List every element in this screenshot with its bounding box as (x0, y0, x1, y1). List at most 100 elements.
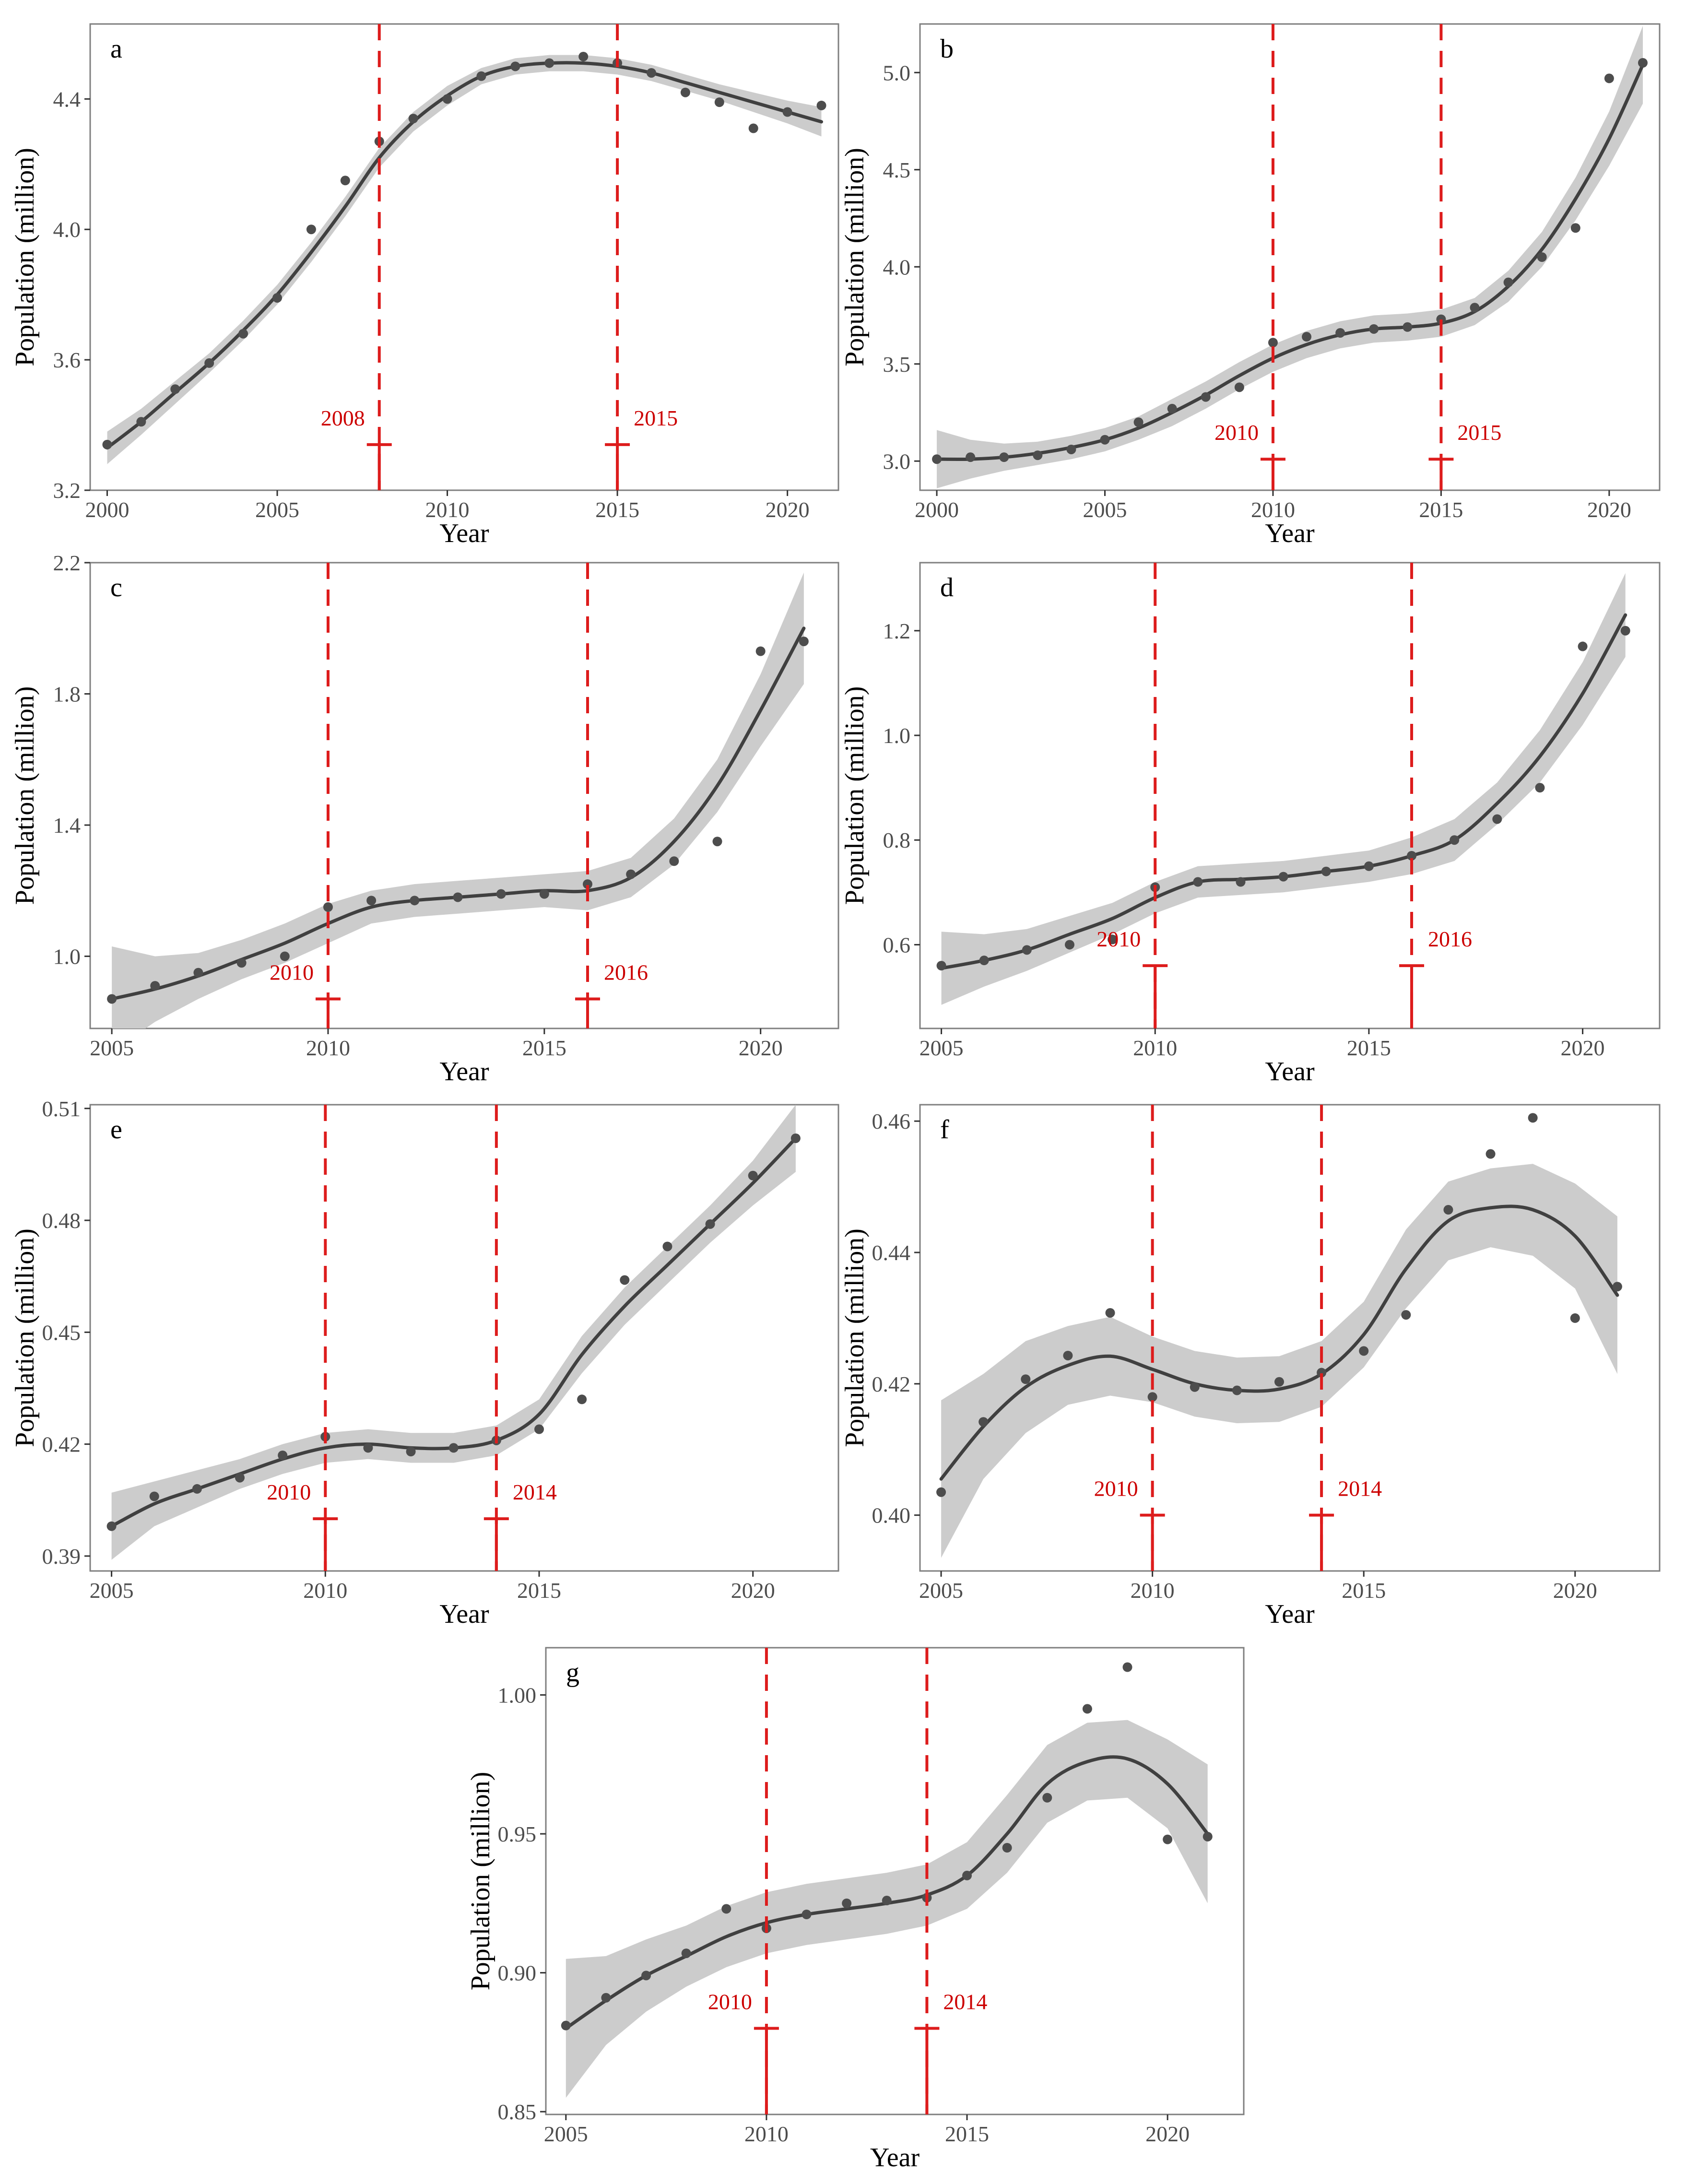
plot-frame (89, 23, 839, 491)
data-point (979, 956, 989, 966)
data-point (323, 902, 333, 912)
data-point (1470, 303, 1480, 313)
trend-line (940, 613, 1627, 970)
data-point (236, 958, 247, 968)
data-point (816, 100, 826, 110)
data-point (453, 892, 463, 902)
panel-letter: a (110, 34, 122, 64)
data-point (510, 61, 520, 71)
data-point (1450, 835, 1460, 845)
panel-e: 2010 2014 2005 2010 2015 2020 0.39 0.42 0.45 0.48… (10, 1097, 839, 1629)
panel-letter: e (110, 1115, 122, 1145)
breakpoint-label: 2015 (1457, 420, 1501, 445)
x-axis-title: Year (439, 1057, 489, 1086)
data-point (544, 58, 554, 68)
data-point (1407, 850, 1417, 861)
y-tick-label: 0.42 (872, 1372, 911, 1396)
data-point (192, 1484, 202, 1494)
confidence-band (111, 1105, 796, 1560)
y-tick-label: 0.85 (498, 2100, 537, 2124)
data-point (235, 1473, 245, 1483)
data-point (1278, 872, 1288, 882)
y-tick-label: 0.44 (872, 1240, 911, 1265)
trend-line (935, 63, 1645, 461)
data-point (577, 1394, 587, 1405)
x-tick-label: 2015 (522, 1036, 566, 1060)
data-point (150, 981, 160, 991)
x-tick-label: 2020 (1561, 1036, 1605, 1060)
breakpoint-label: 2010 (1214, 420, 1259, 445)
x-axis-title: Year (1265, 519, 1315, 548)
x-tick-label: 2005 (90, 1578, 134, 1603)
x-tick-label: 2010 (303, 1578, 347, 1603)
data-point (1193, 877, 1203, 887)
data-point (204, 358, 214, 368)
y-axis-title: Population (million) (840, 686, 870, 905)
data-point (340, 176, 350, 186)
data-point (1486, 1149, 1496, 1159)
data-point (238, 329, 248, 339)
y-tick-label: 4.4 (53, 87, 81, 111)
data-point (1105, 1308, 1115, 1318)
panel-a: 2008 2015 2000 2005 2010 2015 2020 3.2 3.6 4.0 4.4… (10, 23, 839, 548)
data-point (662, 1241, 672, 1251)
x-tick-label: 2020 (1553, 1578, 1597, 1603)
y-axis-title: Population (million) (10, 1228, 40, 1447)
data-point (1359, 1346, 1369, 1356)
plot-area (106, 1105, 801, 1560)
data-point (1082, 1704, 1092, 1714)
data-point (363, 1443, 373, 1453)
panel-g: 2010 2014 2005 2010 2015 2020 0.85 0.90 0.95 1.00… (466, 1647, 1245, 2172)
y-tick-label: 3.6 (53, 348, 81, 372)
data-point (1317, 1368, 1327, 1378)
data-point (748, 1170, 758, 1181)
data-point (936, 961, 946, 971)
data-point (647, 68, 656, 78)
y-tick-label: 1.4 (53, 813, 81, 838)
plot-area (107, 572, 809, 1028)
breakpoint-label: 2008 (321, 406, 365, 430)
data-point (721, 1904, 731, 1914)
x-tick-label: 2020 (731, 1578, 775, 1603)
data-point (1108, 934, 1118, 944)
data-point (1236, 877, 1246, 887)
data-point (790, 1133, 801, 1143)
data-point (1528, 1113, 1538, 1123)
breakpoint-label: 2010 (270, 960, 314, 984)
breakpoint-label: 2010 (267, 1480, 311, 1504)
data-point (842, 1898, 852, 1908)
data-point (136, 417, 146, 427)
data-point (1535, 783, 1545, 793)
panel-f: 2010 2014 2005 2010 2015 2020 0.40 0.42 0.44 0.46… (840, 1104, 1661, 1629)
x-tick-label: 2020 (739, 1036, 783, 1060)
plot-area (102, 51, 826, 464)
x-tick-label: 2010 (1131, 1578, 1175, 1603)
data-point (106, 1521, 117, 1531)
data-point (712, 837, 722, 847)
data-point (1064, 940, 1074, 950)
y-tick-label: 0.46 (872, 1109, 911, 1133)
confidence-band (941, 1164, 1617, 1558)
panel-c: 2010 2016 2005 2010 2015 2020 1.0 1.4 1.8 2.2 Year… (10, 551, 839, 1086)
data-point (782, 107, 792, 117)
plot-area (936, 1113, 1622, 1558)
data-point (1570, 223, 1580, 233)
data-point (1022, 945, 1032, 955)
data-point (1232, 1385, 1242, 1395)
data-point (1274, 1377, 1284, 1387)
data-point (1163, 1834, 1173, 1844)
x-tick-label: 2015 (517, 1578, 561, 1603)
data-point (1133, 417, 1144, 427)
trend-line (564, 1755, 1210, 2030)
data-point (170, 384, 180, 394)
x-tick-label: 2000 (85, 497, 129, 522)
breakpoint-label: 2014 (943, 1989, 987, 2014)
x-tick-label: 2010 (425, 497, 470, 522)
trend-line (110, 1136, 798, 1528)
data-point (999, 452, 1009, 462)
y-tick-label: 0.48 (42, 1208, 81, 1233)
y-tick-label: 0.39 (42, 1544, 81, 1569)
breakpoint-label: 2016 (604, 960, 648, 984)
data-point (1147, 1392, 1157, 1402)
breakpoint-label: 2010 (1096, 927, 1141, 951)
